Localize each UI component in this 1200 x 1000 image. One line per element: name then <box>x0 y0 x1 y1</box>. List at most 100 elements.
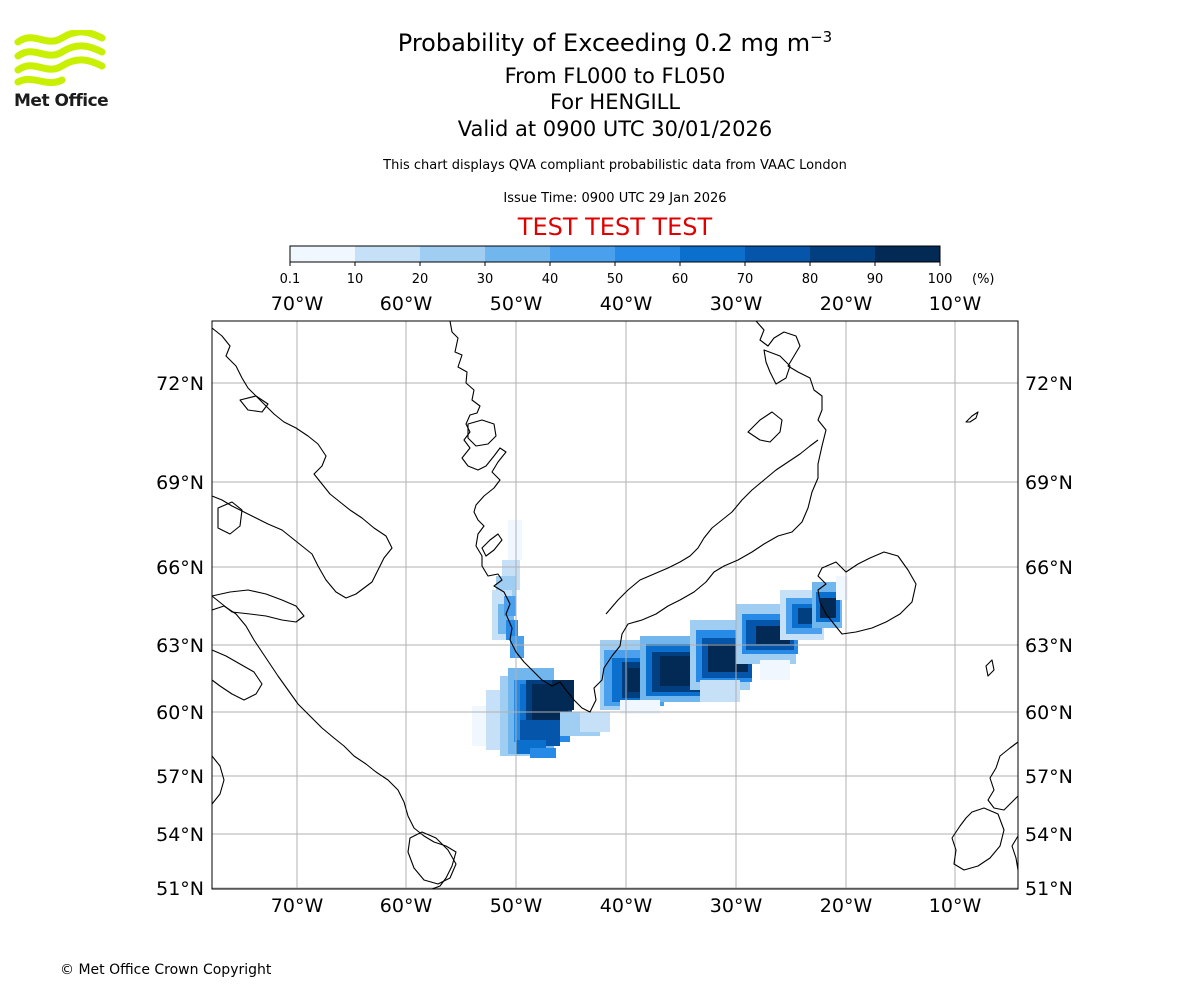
coastline-greenland-fjord <box>481 533 503 557</box>
latitude-label: 63°N <box>1025 635 1073 657</box>
colorbar-unit: (%) <box>972 272 995 287</box>
colorbar-tick-label: 70 <box>737 272 754 287</box>
longitude-label: 10°W <box>929 895 982 917</box>
latitude-label: 57°N <box>1025 766 1073 788</box>
colorbar-cell <box>615 246 681 262</box>
colorbar-tick-label: 50 <box>607 272 624 287</box>
coastline-ungava-bay <box>211 649 263 701</box>
chart-title-superscript: −3 <box>810 28 833 46</box>
valid-time: Valid at 0900 UTC 30/01/2026 <box>457 117 773 141</box>
latitude-label: 72°N <box>156 373 204 395</box>
longitude-labels-bottom: 70°W 60°W 50°W 40°W 30°W 20°W 10°W <box>271 895 982 917</box>
colorbar-tick-label: 60 <box>672 272 689 287</box>
coastline-ireland <box>951 807 1005 871</box>
latitude-label: 72°N <box>1025 373 1073 395</box>
chart-description: This chart displays QVA compliant probab… <box>383 158 847 173</box>
colorbar-cell <box>810 246 876 262</box>
met-office-logo-text: Met Office <box>14 91 109 111</box>
probability-cell <box>700 680 740 702</box>
latitude-label: 51°N <box>1025 878 1073 900</box>
ash-probability-field <box>472 520 848 758</box>
probability-cell <box>760 660 790 680</box>
coastline-newfoundland <box>407 831 457 885</box>
coastline-disko-island <box>467 419 497 447</box>
coastline-bylot-island <box>239 395 269 413</box>
longitude-label: 60°W <box>380 895 433 917</box>
volcano-name: For HENGILL <box>549 90 681 114</box>
colorbar-tick-label: 90 <box>867 272 884 287</box>
coastline-greenland-northeast <box>763 349 791 385</box>
colorbar-tick-label: 0.1 <box>280 272 301 287</box>
longitude-label: 30°W <box>710 293 763 315</box>
latitude-label: 63°N <box>156 635 204 657</box>
coastline-greenland <box>449 320 827 713</box>
colorbar-tick-label: 100 <box>928 272 953 287</box>
coastline-hudson-strait <box>211 589 305 623</box>
colorbar-cell <box>420 246 486 262</box>
longitude-label: 70°W <box>271 293 324 315</box>
colorbar-tick-label: 30 <box>477 272 494 287</box>
map-frame <box>211 320 1019 890</box>
latitude-label: 60°N <box>156 702 204 724</box>
longitude-label: 20°W <box>820 293 873 315</box>
longitude-label: 50°W <box>490 293 543 315</box>
colorbar-cell <box>550 246 616 262</box>
longitude-labels-top: 70°W 60°W 50°W 40°W 30°W 20°W 10°W <box>271 293 982 315</box>
colorbar-cell <box>745 246 811 262</box>
latitude-labels-right: 72°N 69°N 66°N 63°N 60°N 57°N 54°N 51°N <box>1025 373 1073 900</box>
test-banner: TEST TEST TEST <box>517 213 713 241</box>
coastline-iceland <box>817 551 917 635</box>
longitude-label: 40°W <box>600 895 653 917</box>
probability-cell <box>508 520 522 560</box>
copyright-notice: © Met Office Crown Copyright <box>60 962 272 978</box>
colorbar-ticks: 0.1 10 20 30 40 50 60 70 80 90 100 <box>280 262 953 287</box>
met-office-logo-waves <box>14 30 106 87</box>
probability-cell <box>510 636 524 658</box>
longitude-label: 70°W <box>271 895 324 917</box>
coastline-scotland <box>987 741 1019 811</box>
colorbar-tick-label: 20 <box>412 272 429 287</box>
latitude-label: 51°N <box>156 878 204 900</box>
coastline-hudson-bay-edge <box>211 755 225 805</box>
probability-cell <box>620 700 660 714</box>
latitude-labels-left: 72°N 69°N 66°N 63°N 60°N 57°N 54°N 51°N <box>156 373 204 900</box>
colorbar-cell <box>680 246 746 262</box>
longitude-label: 50°W <box>490 895 543 917</box>
coastline-greenland-east <box>605 439 819 615</box>
flight-level-range: From FL000 to FL050 <box>504 64 726 88</box>
colorbar-cell <box>290 246 356 262</box>
chart-title: Probability of Exceeding 0.2 mg m−3 <box>0 28 1200 57</box>
longitude-label: 60°W <box>380 293 433 315</box>
map-gridlines <box>212 321 1018 889</box>
map-panel: 70°W 60°W 50°W 40°W 30°W 20°W 10°W 70°W 60°W 50°… <box>156 293 1073 917</box>
latitude-label: 54°N <box>1025 824 1073 846</box>
coastline-faroe <box>985 659 995 677</box>
colorbar: 0.1 10 20 30 40 50 60 70 80 90 100 (%) <box>280 245 995 287</box>
probability-cell <box>552 680 574 710</box>
colorbar-cell <box>355 246 421 262</box>
latitude-label: 54°N <box>156 824 204 846</box>
probability-cell <box>820 598 836 618</box>
latitude-label: 69°N <box>1025 472 1073 494</box>
latitude-label: 69°N <box>156 472 204 494</box>
probability-cell <box>504 596 516 616</box>
latitude-label: 57°N <box>156 766 204 788</box>
coastline-labrador <box>211 605 457 890</box>
coastline-baffin-lake <box>217 501 243 535</box>
coastline-scoresby <box>747 411 783 443</box>
coastline-baffin-island <box>211 327 393 599</box>
colorbar-cell <box>485 246 551 262</box>
colorbar-tick-label: 80 <box>802 272 819 287</box>
colorbar-cells <box>290 246 941 262</box>
coastline-england <box>1011 835 1019 871</box>
latitude-label: 66°N <box>156 557 204 579</box>
colorbar-tick-label: 10 <box>347 272 364 287</box>
latitude-label: 60°N <box>1025 702 1073 724</box>
probability-cell <box>836 576 848 600</box>
coastline-jan-mayen <box>965 411 979 423</box>
longitude-label: 40°W <box>600 293 653 315</box>
probability-cell <box>530 748 556 758</box>
chart-title-text: Probability of Exceeding 0.2 mg m <box>397 29 811 57</box>
map-background <box>212 321 1018 889</box>
longitude-label: 10°W <box>929 293 982 315</box>
